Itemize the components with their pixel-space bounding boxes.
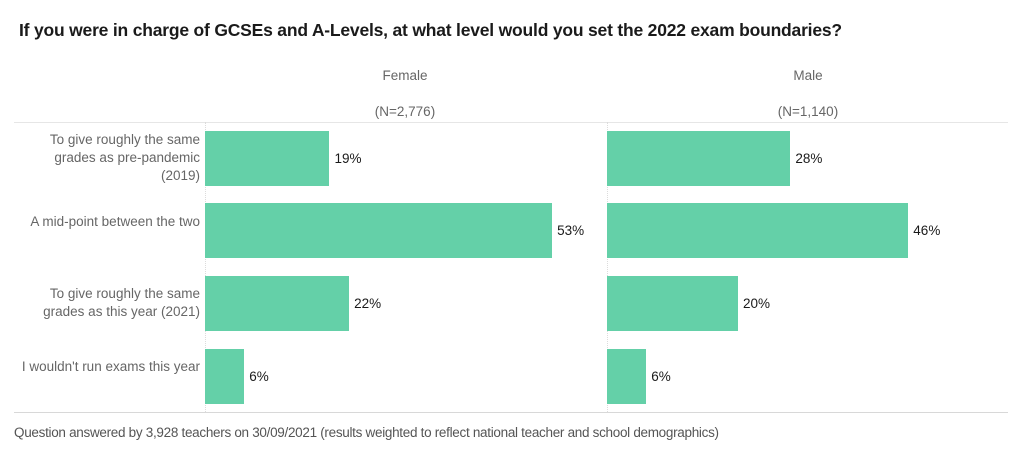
- bar-male-2: [607, 276, 738, 331]
- bottom-divider: [14, 412, 1008, 413]
- footer-note: Question answered by 3,928 teachers on 3…: [14, 425, 719, 440]
- panel-header-female: Female: [382, 68, 428, 83]
- category-label-pre-pandemic: To give roughly the same grades as pre-p…: [49, 132, 200, 183]
- top-divider: [14, 122, 1008, 123]
- chart-title: If you were in charge of GCSEs and A-Lev…: [19, 20, 842, 40]
- female-axis-line: [205, 122, 206, 412]
- category-label-no-exams: I wouldn't run exams this year: [21, 359, 200, 374]
- bar-female-0: [205, 131, 330, 186]
- bar-male-3: [607, 349, 647, 404]
- panel-n-male: (N=1,140): [777, 104, 839, 119]
- data-label-female-0: 19%: [334, 150, 362, 166]
- data-label-male-3: 6%: [651, 368, 671, 384]
- data-label-male-0: 28%: [795, 150, 823, 166]
- data-label-female-3: 6%: [249, 368, 269, 384]
- bar-male-1: [607, 203, 909, 258]
- bar-female-1: [205, 203, 553, 258]
- panel-header-male: Male: [793, 68, 823, 83]
- bar-female-3: [205, 349, 245, 404]
- male-axis-line: [607, 122, 608, 412]
- data-label-male-2: 20%: [743, 295, 771, 311]
- category-label-mid-point: A mid-point between the two: [30, 214, 200, 229]
- bar-female-2: [205, 276, 350, 331]
- data-label-female-1: 53%: [557, 222, 585, 238]
- bar-male-0: [607, 131, 791, 186]
- panel-n-female: (N=2,776): [374, 104, 436, 119]
- data-label-male-1: 46%: [913, 222, 941, 238]
- category-label-this-year: To give roughly the same grades as this …: [43, 286, 200, 319]
- data-label-female-2: 22%: [354, 295, 382, 311]
